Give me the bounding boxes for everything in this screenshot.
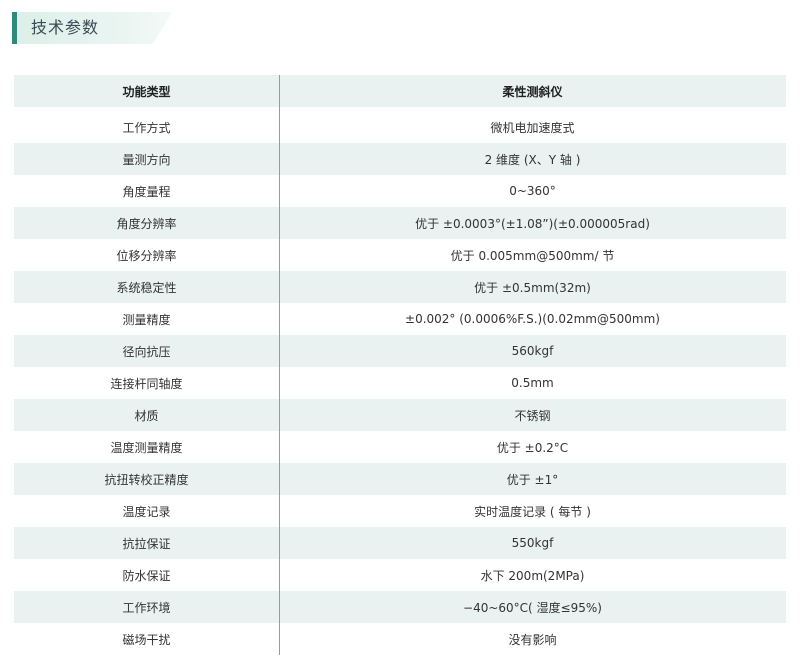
param-value: 560kgf [511,344,554,358]
param-value: 0.5mm [511,376,554,390]
param-value: ±0.002° (0.0006%F.S.)(0.02mm@500mm) [405,312,660,326]
param-value: 优于 0.005mm@500mm/ 节 [450,248,615,263]
param-name: 材质 [134,408,159,423]
param-value: 优于 ±0.0003°(±1.08”)(±0.000005rad) [415,216,650,231]
header-cell: 柔性测斜仪 [502,84,563,99]
param-value: 550kgf [511,536,554,550]
param-value: 实时温度记录 ( 每节 ) [474,504,591,519]
table-row: 角度量程 0~360° [14,175,786,207]
param-name: 量测方向 [122,152,171,167]
table-row: 防水保证 水下 200m(2MPa) [14,559,786,591]
table-row: 工作方式 微机电加速度式 [14,111,786,143]
table-row: 抗扭转校正精度 优于 ±1° [14,463,786,495]
table-row: 量测方向 2 维度 (X、Y 轴 ) [14,143,786,175]
param-name: 抗拉保证 [122,536,171,551]
param-name: 温度测量精度 [110,440,183,455]
table-row: 测量精度 ±0.002° (0.0006%F.S.)(0.02mm@500mm) [14,303,786,335]
table-row: 温度测量精度 优于 ±0.2°C [14,431,786,463]
table-row: 磁场干扰 没有影响 [14,623,786,655]
param-value: 0~360° [509,184,556,198]
table-row: 位移分辨率 优于 0.005mm@500mm/ 节 [14,239,786,271]
param-name: 角度分辨率 [116,216,177,231]
table-row: 连接杆同轴度 0.5mm [14,367,786,399]
column-divider [279,75,280,655]
table-row: 温度记录 实时温度记录 ( 每节 ) [14,495,786,527]
param-value: 优于 ±0.5mm(32m) [474,280,591,295]
section-title: 技术参数 [31,18,100,37]
param-value: 水下 200m(2MPa) [480,568,585,583]
table-row: 系统稳定性 优于 ±0.5mm(32m) [14,271,786,303]
title-banner [12,12,172,44]
param-value: 2 维度 (X、Y 轴 ) [484,152,581,167]
header-cell: 功能类型 [122,84,171,99]
param-name: 角度量程 [122,184,171,199]
table-row: 径向抗压 560kgf [14,335,786,367]
table-row: 角度分辨率 优于 ±0.0003°(±1.08”)(±0.000005rad) [14,207,786,239]
table-row: 材质 不锈钢 [14,399,786,431]
table-row: 工作环境 −40~60°C( 湿度≤95%) [14,591,786,623]
param-name: 系统稳定性 [116,280,177,295]
param-value: −40~60°C( 湿度≤95%) [463,600,602,615]
header-row: 功能类型 柔性测斜仪 [14,75,786,107]
param-value: 没有影响 [508,632,557,647]
param-value: 优于 ±0.2°C [496,440,569,455]
param-value: 微机电加速度式 [490,120,575,135]
param-name: 防水保证 [122,568,171,583]
param-name: 径向抗压 [122,344,171,359]
param-name: 磁场干扰 [122,632,171,647]
param-name: 连接杆同轴度 [110,376,183,391]
param-name: 抗扭转校正精度 [104,472,189,487]
param-name: 位移分辨率 [116,248,177,263]
param-name: 温度记录 [122,504,171,519]
spec-table: 功能类型 柔性测斜仪工作方式 微机电加速度式量测方向 2 维度 (X、Y 轴 ) 角度量… [14,75,786,655]
param-name: 工作环境 [122,600,171,615]
param-value: 不锈钢 [514,408,551,423]
param-name: 测量精度 [122,312,171,327]
table-row: 抗拉保证 550kgf [14,527,786,559]
param-name: 工作方式 [122,120,171,135]
param-value: 优于 ±1° [506,472,559,487]
title-accent [12,12,17,44]
